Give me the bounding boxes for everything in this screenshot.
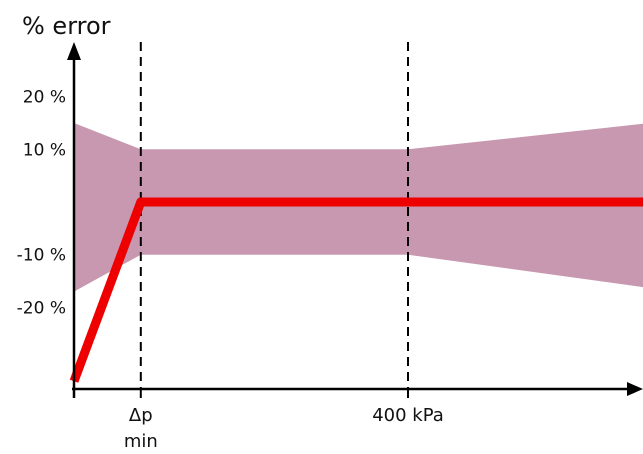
x-tick-sublabel: min (124, 431, 158, 452)
y-tick-label: 10 % (23, 140, 66, 160)
y-tick-labels: 20 % 10 % -10 % -20 % (17, 88, 66, 319)
y-tick-label: -20 % (17, 298, 66, 318)
series-q-line (69, 197, 643, 383)
y-axis-arrow (67, 42, 81, 60)
y-tick-label: 20 % (23, 88, 66, 108)
x-tick-label: Δp (129, 405, 153, 426)
x-tick-label: 400 kPa (372, 405, 444, 426)
error-band (74, 123, 643, 292)
y-axis-title: % error (22, 12, 111, 40)
x-axis-arrow (627, 382, 643, 396)
dashed-guide-lines (139, 42, 409, 389)
y-tick-label: -10 % (17, 246, 66, 266)
